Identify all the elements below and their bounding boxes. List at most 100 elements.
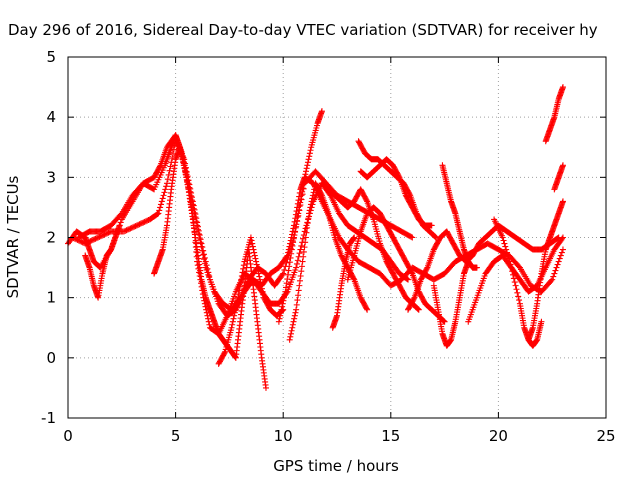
data-point xyxy=(559,235,566,242)
data-point xyxy=(289,324,296,331)
data-point xyxy=(288,250,295,257)
data-point xyxy=(304,159,311,166)
data-point xyxy=(440,318,447,325)
data-point xyxy=(162,186,169,193)
data-point xyxy=(288,246,295,253)
data-point xyxy=(164,176,171,183)
data-point xyxy=(163,180,170,187)
data-point xyxy=(292,309,299,316)
data-point xyxy=(473,264,480,271)
data-point xyxy=(303,168,310,175)
x-tick-label: 15 xyxy=(381,427,400,445)
series-12 xyxy=(357,156,435,229)
data-point xyxy=(74,236,81,243)
data-point xyxy=(559,246,566,253)
data-point xyxy=(238,276,245,283)
data-point xyxy=(297,199,304,206)
data-point xyxy=(95,234,102,241)
data-point xyxy=(92,235,99,242)
data-point xyxy=(548,277,555,284)
x-tick-label: 25 xyxy=(596,427,615,445)
data-point xyxy=(161,189,168,196)
data-point xyxy=(87,238,94,245)
data-point xyxy=(79,239,86,246)
data-point xyxy=(156,207,163,214)
data-point xyxy=(99,232,106,239)
series-15 xyxy=(439,162,480,271)
data-point xyxy=(123,227,130,234)
data-point xyxy=(428,222,435,229)
data-point xyxy=(511,279,518,286)
series-4 xyxy=(151,144,269,391)
data-point xyxy=(351,234,358,241)
data-point xyxy=(233,300,240,307)
data-point xyxy=(408,233,415,240)
y-axis-label: SDTVAR / TECUs xyxy=(4,175,22,298)
data-point xyxy=(296,250,303,257)
data-point xyxy=(78,238,85,245)
data-point xyxy=(415,306,422,313)
data-point xyxy=(236,283,243,290)
data-point xyxy=(93,235,100,242)
data-point xyxy=(199,244,206,251)
data-point xyxy=(100,232,107,239)
data-point xyxy=(154,211,161,218)
data-point xyxy=(295,210,302,217)
data-point xyxy=(234,297,241,304)
series-21 xyxy=(551,162,566,193)
data-point xyxy=(290,235,297,242)
data-point xyxy=(318,191,325,198)
data-point xyxy=(192,211,199,218)
data-point xyxy=(131,223,138,230)
data-point xyxy=(299,258,306,265)
data-point xyxy=(281,291,288,298)
data-point xyxy=(257,279,264,286)
data-point xyxy=(97,233,104,240)
series-20 xyxy=(542,84,566,145)
data-point xyxy=(280,297,287,304)
data-point xyxy=(201,254,208,261)
data-point xyxy=(297,246,304,253)
data-point xyxy=(238,273,245,280)
data-point xyxy=(71,235,78,242)
data-point xyxy=(159,195,166,202)
data-point xyxy=(556,255,563,262)
series-3 xyxy=(82,222,123,301)
data-point xyxy=(144,217,151,224)
data-point xyxy=(300,253,307,260)
data-point xyxy=(256,273,263,280)
data-point xyxy=(516,297,523,304)
data-point xyxy=(293,221,300,228)
data-point xyxy=(512,282,519,289)
data-point xyxy=(293,264,300,271)
data-point xyxy=(102,230,109,237)
data-point xyxy=(288,327,295,334)
series-19 xyxy=(495,222,562,253)
data-point xyxy=(292,228,299,235)
data-point xyxy=(239,269,246,276)
data-point xyxy=(156,163,163,170)
data-point xyxy=(240,265,247,272)
data-point xyxy=(408,269,415,276)
data-point xyxy=(279,303,286,310)
data-point xyxy=(364,306,371,313)
data-point xyxy=(200,247,207,254)
data-point xyxy=(283,259,290,266)
data-point xyxy=(277,312,284,319)
data-point xyxy=(293,260,300,267)
data-point xyxy=(501,240,508,247)
data-point xyxy=(538,318,545,325)
data-point xyxy=(253,258,260,265)
data-point xyxy=(298,263,305,270)
data-point xyxy=(310,189,317,196)
y-tick-label: 0 xyxy=(46,349,56,367)
y-tick-label: 1 xyxy=(46,289,56,307)
data-point xyxy=(235,291,242,298)
data-point xyxy=(298,192,305,199)
data-point xyxy=(395,173,402,180)
data-point xyxy=(170,146,177,153)
data-point xyxy=(510,275,517,282)
data-point xyxy=(302,234,309,241)
data-point xyxy=(116,222,123,229)
